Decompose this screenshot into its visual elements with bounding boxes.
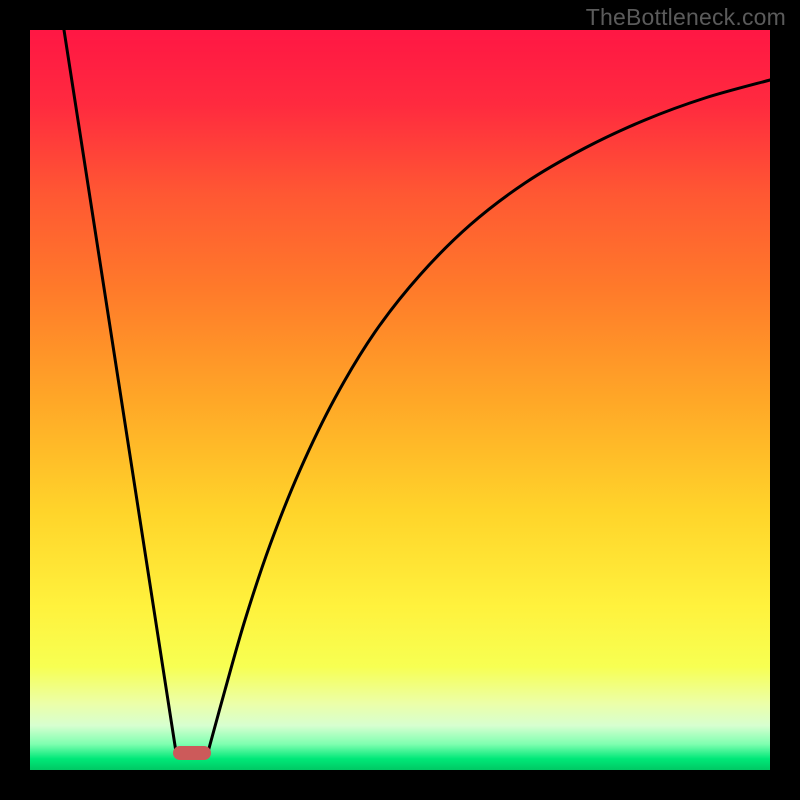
min-marker — [173, 746, 211, 760]
bottleneck-chart — [0, 0, 800, 800]
chart-container: { "watermark": { "text": "TheBottleneck.… — [0, 0, 800, 800]
plot-area — [30, 30, 770, 770]
watermark-text: TheBottleneck.com — [586, 4, 786, 31]
